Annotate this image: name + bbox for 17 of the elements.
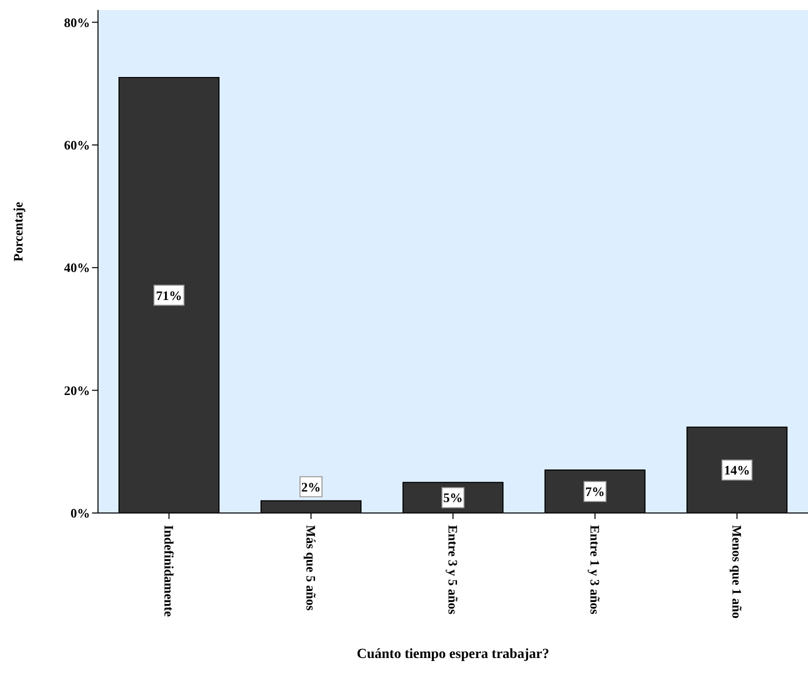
x-tick-label: Menos que 1 año — [729, 525, 744, 619]
y-tick-label: 60% — [64, 138, 90, 153]
x-axis-title: Cuánto tiempo espera trabajar? — [356, 647, 550, 662]
y-axis-title: Porcentaje — [10, 202, 26, 262]
x-tick-label: Más que 5 años — [303, 525, 318, 611]
x-tick-label: Indefinidamente — [161, 525, 176, 617]
y-tick-label: 0% — [70, 506, 90, 521]
y-tick-label: 80% — [64, 14, 90, 30]
x-tick-label: Entre 1 y 3 años — [587, 525, 602, 614]
data-label: 71% — [156, 288, 182, 303]
x-tick-label: Entre 3 y 5 años — [445, 525, 460, 614]
data-label: 14% — [724, 462, 750, 478]
data-label: 2% — [301, 479, 321, 494]
y-tick-label: 40% — [64, 260, 90, 276]
data-label: 5% — [443, 490, 463, 506]
y-tick-label: 20% — [64, 382, 90, 398]
data-label: 7% — [585, 484, 605, 500]
